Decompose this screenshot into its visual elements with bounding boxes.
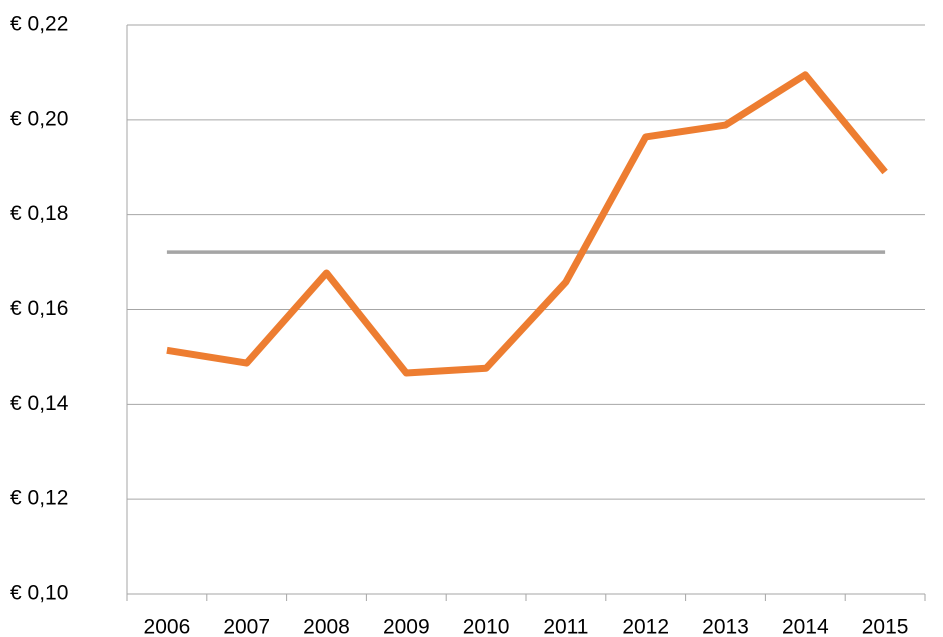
y-tick-label: € 0,12 <box>10 487 68 510</box>
y-tick-label: € 0,10 <box>10 582 68 605</box>
x-tick-label: 2009 <box>383 616 430 637</box>
x-tick-label: 2007 <box>223 616 270 637</box>
y-tick-label: € 0,14 <box>10 392 69 415</box>
x-tick-label: 2013 <box>702 616 749 637</box>
x-tick-label: 2006 <box>144 616 191 637</box>
x-tick-label: 2011 <box>543 616 588 637</box>
x-tick-label: 2008 <box>303 616 350 637</box>
y-tick-label: € 0,20 <box>10 107 68 130</box>
x-tick-label: 2012 <box>622 616 669 637</box>
y-tick-label: € 0,16 <box>10 297 68 320</box>
x-tick-label: 2015 <box>862 616 909 637</box>
x-tick-label: 2010 <box>463 616 510 637</box>
x-tick-label: 2014 <box>782 616 829 637</box>
series-line <box>166 71 888 377</box>
y-tick-label: € 0,18 <box>10 202 68 225</box>
y-tick-label: € 0,22 <box>10 13 68 36</box>
